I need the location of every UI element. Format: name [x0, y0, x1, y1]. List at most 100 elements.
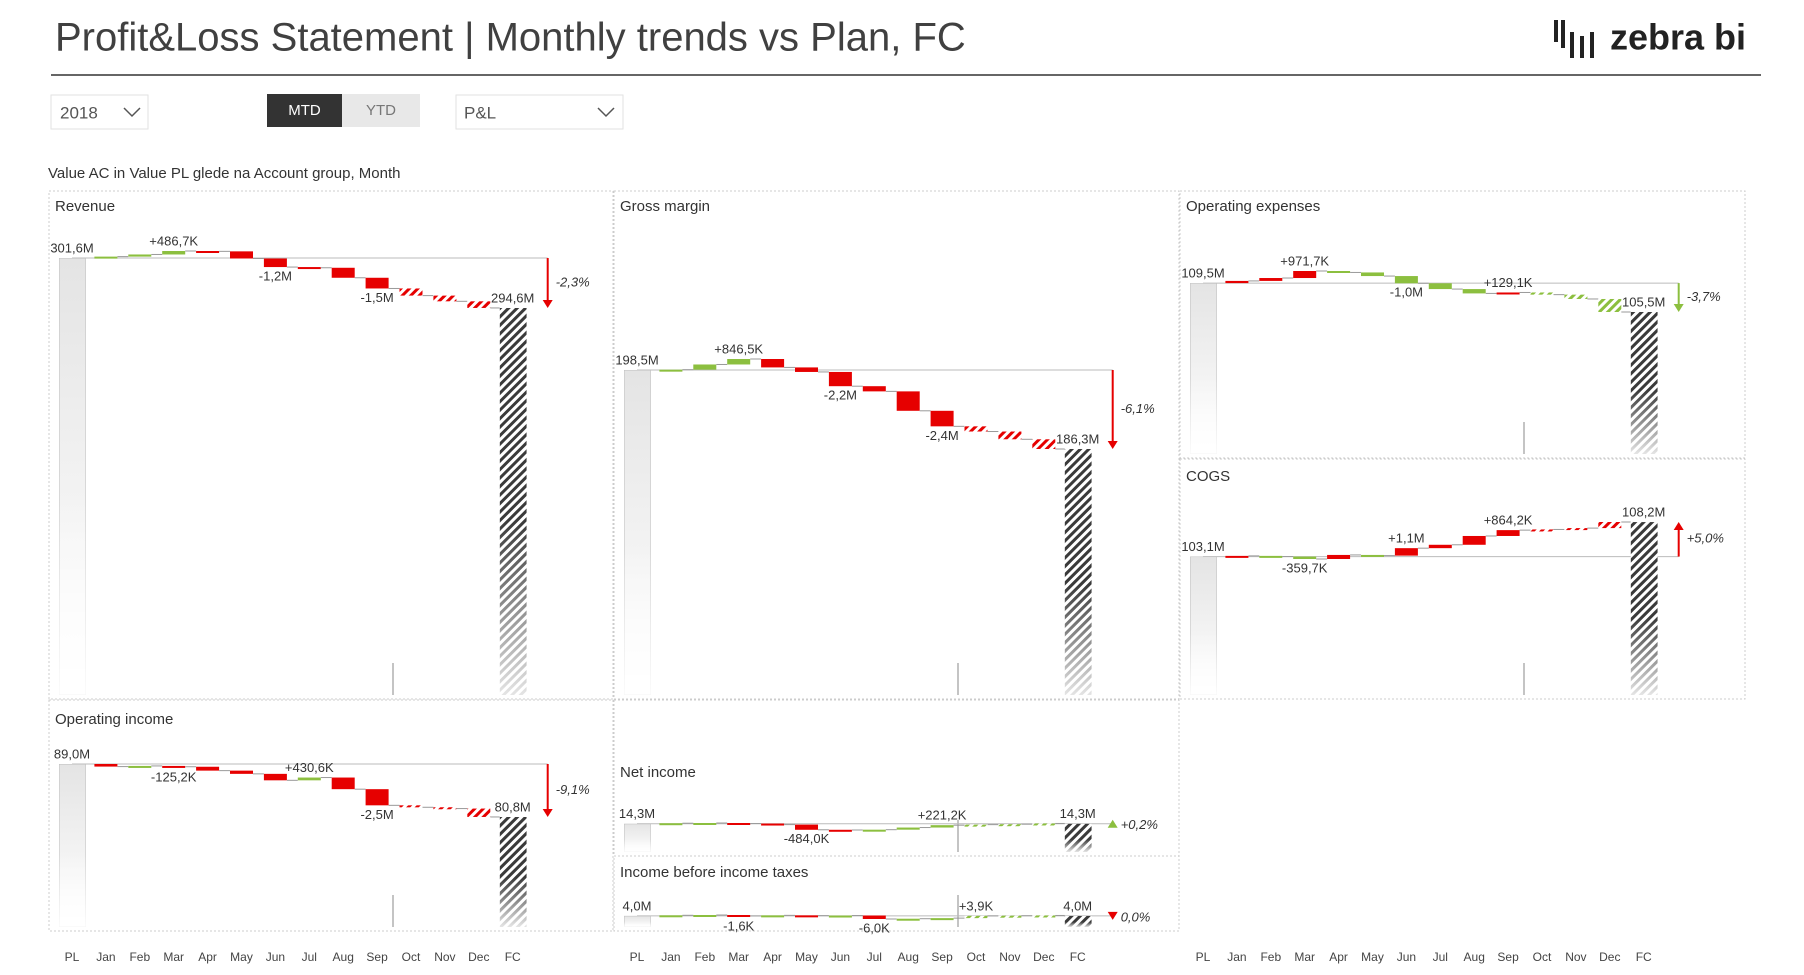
x-tick-label: Aug [1464, 950, 1485, 964]
delta-bar [693, 915, 717, 917]
forecast-bar [499, 308, 527, 695]
delta-bar [1496, 530, 1520, 536]
delta-bar [399, 805, 423, 808]
ytd-button[interactable]: YTD [342, 94, 420, 127]
value-label: -359,7K [1282, 560, 1328, 575]
start-label: 89,0M [54, 746, 90, 761]
value-label: -125,2K [151, 769, 197, 784]
delta-bar [1225, 280, 1249, 284]
x-tick-label: Dec [1033, 950, 1054, 964]
x-tick-label: Jun [831, 950, 850, 964]
delta-bar [862, 915, 886, 919]
variance-arrowhead [542, 809, 553, 817]
delta-bar [1564, 528, 1588, 531]
plan-bar [623, 369, 652, 696]
delta-bar [828, 915, 852, 918]
chart-panel [48, 190, 614, 700]
variance-label: -3,7% [1687, 289, 1721, 304]
delta-bar [1361, 272, 1384, 277]
chart-title: COGS [1186, 468, 1230, 485]
waterfall-chart: Revenue 301,6M +486,7K -1,2M -1,5M 294,6M -2,3… [48, 190, 614, 700]
x-tick-label: Apr [198, 950, 217, 964]
end-label: 108,2M [1622, 504, 1665, 519]
variance-label: -9,1% [556, 782, 590, 797]
x-tick-label: PL [630, 950, 645, 964]
delta-bar [1530, 292, 1554, 295]
plan-bar [1189, 282, 1218, 455]
start-label: 109,5M [1181, 266, 1224, 281]
delta-bar [795, 824, 818, 830]
delta-bar [196, 251, 220, 253]
delta-bar [1428, 544, 1452, 549]
plan-bar [58, 257, 87, 696]
account-dropdown[interactable]: P&L [455, 94, 624, 130]
delta-bar [467, 808, 491, 817]
waterfall-chart: Gross margin 198,5M +846,5K -2,2M -2,4M 186,3… [613, 190, 1180, 700]
delta-bar [297, 777, 321, 781]
value-label: -2,2M [824, 388, 857, 403]
delta-bar [1530, 529, 1554, 532]
delta-bar [297, 267, 321, 270]
delta-bar [1327, 554, 1351, 559]
x-tick-label: Oct [1533, 950, 1552, 964]
brand-logo: zebra bi [1554, 17, 1746, 58]
x-tick-label: Apr [763, 950, 782, 964]
chart-panel [1179, 458, 1746, 700]
x-tick-label: Aug [333, 950, 354, 964]
x-tick-label: Nov [999, 950, 1020, 964]
x-tick-label: Nov [1565, 950, 1586, 964]
delta-bar [263, 258, 287, 268]
delta-bar [1293, 556, 1317, 559]
chart-title: Net income [620, 764, 696, 781]
waterfall-chart: Net income 14,3M -484,0K +221,2K 14,3M +0,2% [613, 699, 1180, 857]
value-label: +1,1M [1388, 531, 1425, 546]
plan-bar [623, 823, 652, 853]
delta-bar [162, 251, 186, 255]
chart-title: Operating expenses [1186, 198, 1320, 215]
x-tick-label: Dec [468, 950, 489, 964]
x-tick-label: Jun [266, 950, 285, 964]
x-tick-label: Feb [129, 950, 150, 964]
start-label: 4,0M [623, 898, 652, 913]
delta-bar [659, 915, 683, 918]
delta-bar [1564, 294, 1588, 299]
variance-arrowhead [1673, 304, 1684, 312]
delta-bar [964, 915, 988, 919]
delta-bar [727, 823, 751, 825]
delta-bar [1032, 439, 1056, 449]
x-tick-label: Sep [1497, 950, 1519, 964]
forecast-bar [1630, 312, 1658, 454]
delta-bar [1259, 278, 1283, 281]
waterfall-chart: Operating expenses 109,5M +971,7K -1,0M +129… [1179, 190, 1746, 459]
value-label: -1,5M [360, 290, 393, 305]
variance-label: +5,0% [1687, 531, 1724, 546]
variance-arrowhead [1673, 522, 1684, 531]
x-tick-label: FC [1636, 950, 1652, 964]
mtd-button[interactable]: MTD [267, 94, 342, 127]
x-tick-label: Jun [1397, 950, 1416, 964]
chart-title: Income before income taxes [620, 864, 808, 881]
delta-bar [331, 267, 355, 278]
chart-title: Revenue [55, 198, 115, 215]
delta-bar [1225, 555, 1249, 558]
delta-bar [196, 766, 220, 771]
delta-bar [433, 295, 457, 302]
x-tick-label: Oct [402, 950, 421, 964]
value-label: -2,5M [360, 807, 393, 822]
year-dropdown[interactable]: 2018 [50, 94, 149, 130]
value-label: -2,4M [925, 428, 958, 443]
delta-bar [1293, 271, 1317, 279]
value-label: -1,0M [1390, 285, 1423, 300]
value-label: +971,7K [1280, 253, 1329, 268]
delta-bar [964, 426, 988, 432]
delta-bar [230, 770, 253, 774]
delta-bar [1462, 535, 1486, 545]
delta-bar [331, 777, 355, 790]
variance-label: -6,1% [1121, 401, 1155, 416]
delta-bar [365, 277, 389, 289]
delta-bar [1598, 298, 1622, 312]
variance-arrow [1107, 819, 1118, 828]
delta-bar [896, 391, 920, 411]
